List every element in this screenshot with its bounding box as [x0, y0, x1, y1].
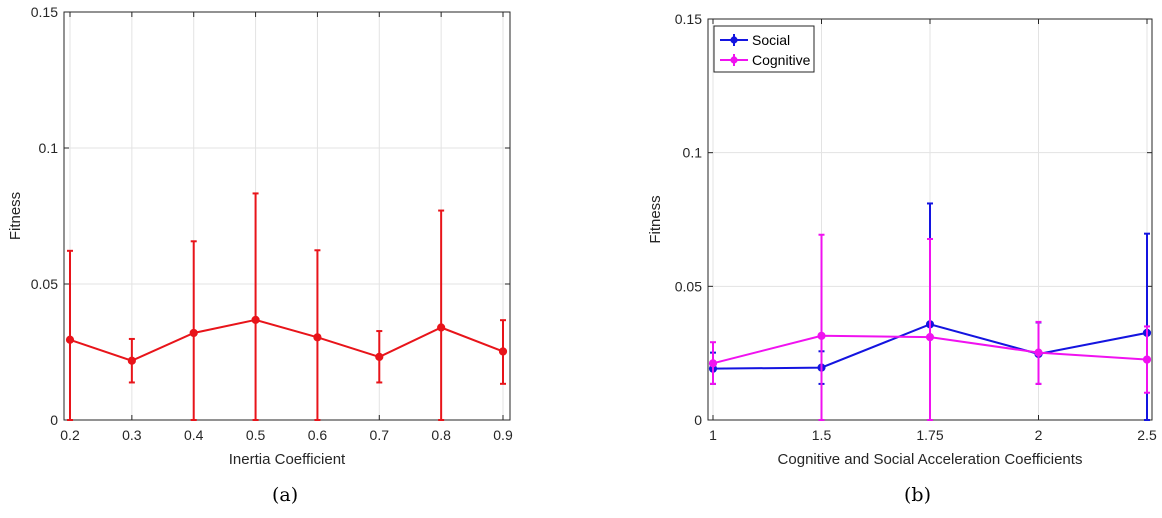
chart-b: 0 0.05 0.1 0.15 Cognitive and Social Acceler…: [647, 11, 1157, 468]
chart-a: 0 0.05 0.1 0.15 Inertia Coefficient Fitness 0.…: [7, 4, 513, 468]
series-cognitive-point: [925, 333, 935, 342]
plot-frame: [63, 11, 511, 421]
x-tick-label: 2.5: [1137, 427, 1157, 443]
x-tick-label: 0.4: [184, 427, 204, 443]
x-tick-label: 0.6: [308, 427, 328, 443]
y-tick-label: 0.05: [675, 278, 702, 294]
x-tick-label: 0.9: [493, 427, 513, 443]
series-cognitive-point: [1142, 355, 1152, 364]
caption-b: (b): [904, 484, 931, 506]
y-tick-label: 0.15: [31, 4, 58, 20]
y-tick-label: 0.15: [675, 11, 702, 27]
x-tick-label: 0.7: [370, 427, 390, 443]
legend-box: [713, 25, 815, 73]
x-tick-label: 1.75: [916, 427, 943, 443]
series-a-point: [375, 352, 384, 361]
x-tick-label: 0.3: [122, 427, 142, 443]
series-cognitive-point: [817, 331, 826, 340]
series-a-line: [69, 318, 504, 362]
series-a-point: [127, 356, 136, 365]
series-a-point: [313, 333, 322, 342]
legend-swatch-marker: [730, 56, 738, 64]
x-tick-label: 0.8: [431, 427, 451, 443]
legend-label: Cognitive: [752, 52, 811, 68]
x-axis-label: Inertia Coefficient: [229, 451, 346, 468]
x-tick-label: 1: [709, 427, 717, 443]
y-tick-label: 0.05: [31, 276, 58, 292]
legend-label: Social: [752, 32, 790, 48]
x-tick-label: 1.5: [812, 427, 832, 443]
y-tick-label: 0: [50, 412, 58, 428]
series-a-point: [65, 335, 75, 344]
series-a-point: [498, 347, 508, 356]
x-tick-label: 2: [1035, 427, 1043, 443]
y-tick-label: 0.1: [39, 140, 59, 156]
series-cognitive-point: [708, 359, 718, 368]
x-tick-label: 0.2: [60, 427, 80, 443]
x-tick-label: 0.5: [246, 427, 266, 443]
y-axis-label: Fitness: [7, 192, 24, 240]
series-a-point: [437, 323, 446, 332]
y-tick-label: 0.1: [683, 145, 703, 161]
x-axis-label: Cognitive and Social Acceleration Coeffi…: [778, 451, 1083, 468]
y-axis-label: Fitness: [647, 195, 664, 243]
series-a-point: [251, 315, 260, 325]
series-cognitive-point: [1034, 348, 1043, 357]
y-tick-label: 0: [694, 412, 702, 428]
series-a-point: [189, 328, 198, 338]
caption-a: (a): [272, 484, 299, 506]
legend-swatch-marker: [730, 36, 738, 44]
legend: Social Cognitive: [713, 25, 815, 73]
